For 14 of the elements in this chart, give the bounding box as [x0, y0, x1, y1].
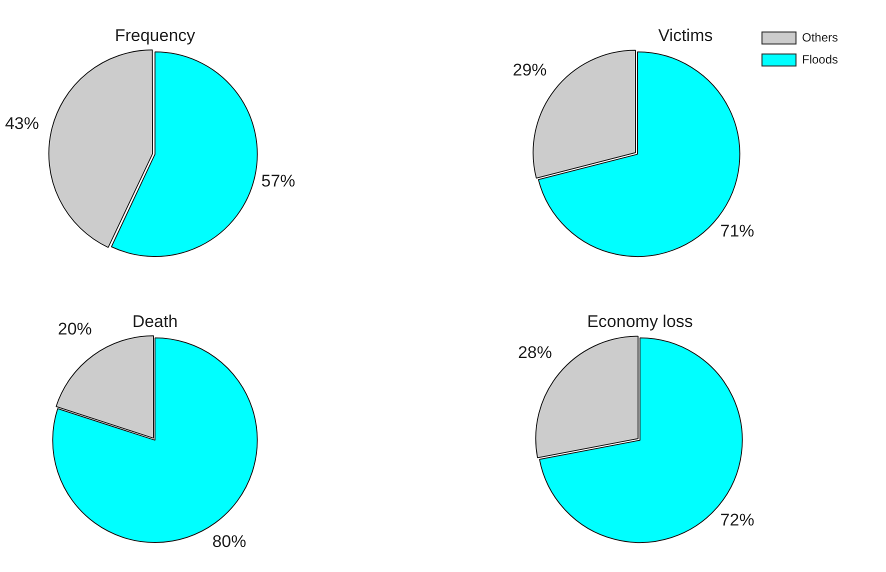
- data-label: 43%: [4, 114, 39, 134]
- legend-label: Floods: [802, 52, 838, 66]
- data-label: 20%: [58, 320, 92, 339]
- chart-title: Economy loss: [587, 312, 693, 331]
- chart-title: Frequency: [114, 26, 196, 45]
- data-label: 71%: [720, 221, 754, 240]
- data-label: 28%: [518, 343, 552, 362]
- legend-label: Others: [802, 30, 838, 44]
- chart-title: Death: [132, 312, 178, 331]
- data-label: 72%: [720, 510, 754, 530]
- data-label: 29%: [512, 60, 547, 80]
- chart-title: Victims: [658, 26, 713, 45]
- data-label: 57%: [261, 171, 296, 190]
- data-label: 80%: [212, 532, 246, 552]
